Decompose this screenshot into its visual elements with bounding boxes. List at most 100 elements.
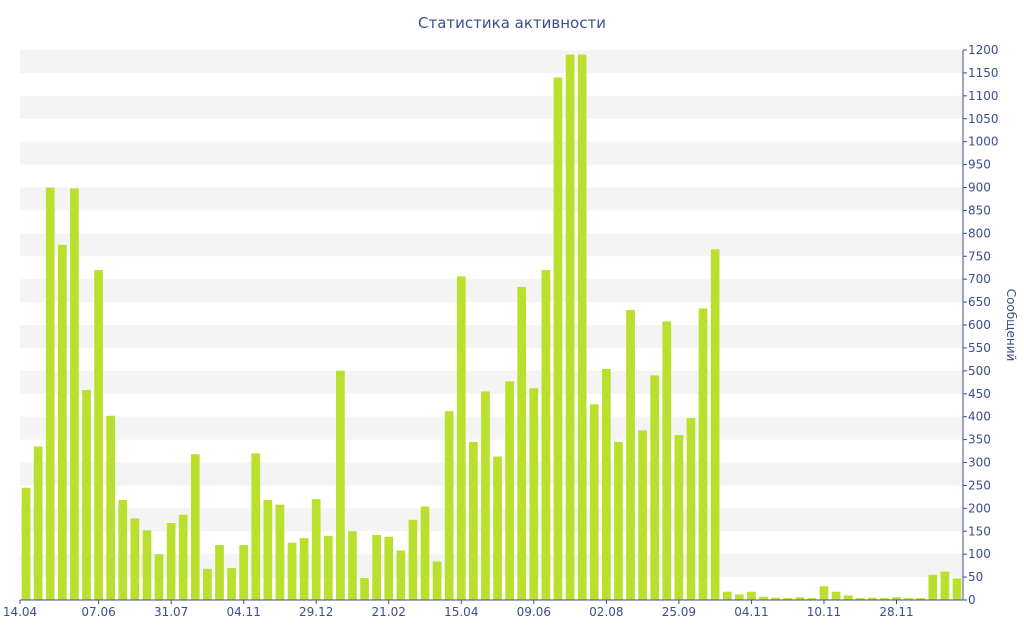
y-tick-label: 150 (968, 524, 991, 538)
bar (662, 321, 672, 600)
bar (807, 598, 817, 600)
bar (130, 518, 140, 600)
x-tick-label: 04.11 (734, 605, 768, 619)
bar (565, 54, 575, 600)
bar (783, 598, 793, 600)
x-tick-label: 10.11 (807, 605, 841, 619)
bar (33, 446, 43, 600)
bar (686, 418, 696, 600)
x-tick-label: 29.12 (299, 605, 333, 619)
bar (892, 597, 901, 600)
grid-band (20, 187, 963, 211)
x-tick-label: 04.11 (226, 605, 260, 619)
y-axis-label: Сообщений (1004, 289, 1018, 362)
bar (57, 244, 67, 601)
bar (722, 591, 732, 600)
bar (142, 530, 152, 600)
bar (577, 54, 587, 600)
y-tick-label: 1150 (968, 66, 999, 80)
y-tick-label: 700 (968, 272, 991, 286)
grid-band (20, 416, 963, 440)
bar (70, 188, 79, 601)
bar (904, 598, 913, 600)
bar (287, 542, 297, 600)
bar (481, 391, 490, 600)
bar (372, 534, 381, 600)
bar (843, 595, 853, 600)
bar (650, 375, 660, 600)
bar (384, 536, 394, 600)
bar (432, 561, 442, 600)
grid-band (20, 462, 963, 486)
bar (541, 270, 551, 600)
bar (626, 309, 635, 601)
bar (710, 249, 720, 601)
bar-series (21, 54, 962, 601)
grid-band (20, 279, 963, 303)
bar (444, 411, 454, 600)
y-tick-label: 900 (968, 181, 991, 195)
bar (831, 591, 841, 600)
y-tick-label: 0 (968, 593, 976, 607)
bar (45, 187, 55, 600)
bar (855, 598, 865, 600)
bar (118, 500, 128, 600)
bar (456, 276, 466, 600)
bar (336, 370, 345, 600)
bar (469, 441, 478, 601)
x-tick-label: 31.07 (154, 605, 188, 619)
bar (614, 441, 623, 601)
y-tick-label: 850 (968, 203, 991, 217)
bar (311, 499, 321, 600)
x-axis: 14.04 07.06 31.07 04.11 29.12 21.02 15.04 09.06… (3, 599, 963, 619)
y-tick-label: 100 (968, 547, 991, 561)
grid-band (20, 95, 963, 119)
bar (517, 286, 527, 600)
x-tick-label: 21.02 (372, 605, 406, 619)
y-tick-label: 750 (968, 249, 991, 263)
bar (215, 545, 224, 600)
bar (166, 523, 176, 600)
bar (940, 571, 950, 600)
bar (698, 308, 708, 600)
bar (178, 514, 188, 600)
bar (602, 369, 611, 600)
chart-title: Статистика активности (418, 14, 606, 32)
x-tick-label: 25.09 (662, 605, 696, 619)
bar (21, 487, 31, 600)
bar (251, 453, 261, 600)
x-tick-label: 15.04 (444, 605, 478, 619)
y-tick-label: 950 (968, 158, 991, 172)
x-tick-label: 14.04 (3, 605, 37, 619)
bar (239, 545, 249, 600)
bar (154, 554, 164, 600)
bar (795, 597, 805, 600)
y-tick-label: 200 (968, 501, 991, 515)
grid-bands (20, 50, 963, 578)
bar (323, 535, 333, 600)
bar (203, 568, 212, 600)
x-tick-label: 07.06 (81, 605, 115, 619)
y-tick-label: 300 (968, 456, 991, 470)
bar (420, 506, 430, 600)
y-tick-label: 1200 (968, 43, 999, 57)
bar (553, 77, 563, 600)
bar (759, 596, 768, 600)
y-tick-label: 1000 (968, 135, 999, 149)
y-tick-label: 400 (968, 410, 991, 424)
bar (674, 435, 684, 600)
bar (747, 591, 756, 600)
bar (82, 390, 91, 600)
bar (867, 597, 877, 600)
y-tick-label: 550 (968, 341, 991, 355)
y-tick-label: 800 (968, 226, 991, 240)
bar (190, 454, 200, 600)
x-tick-label: 09.06 (517, 605, 551, 619)
grid-band (20, 141, 963, 165)
bar (952, 578, 962, 600)
x-tick-label: 28.11 (879, 605, 913, 619)
y-tick-label: 500 (968, 364, 991, 378)
bar (529, 388, 539, 600)
bar (299, 538, 309, 601)
bar (819, 586, 829, 600)
